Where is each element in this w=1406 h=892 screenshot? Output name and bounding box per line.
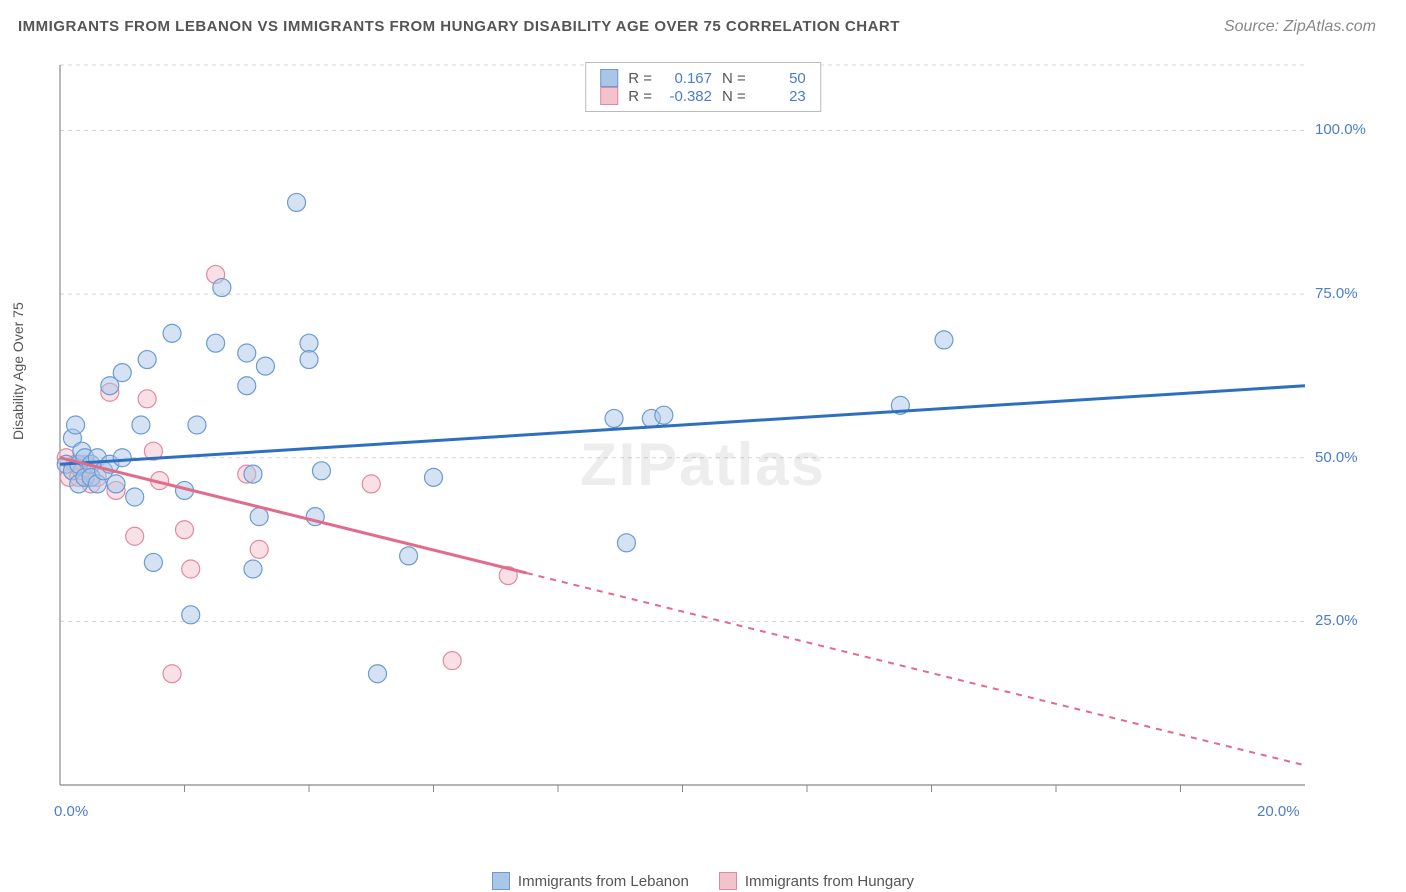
swatch-lebanon-icon	[600, 69, 618, 87]
x-tick-min: 0.0%	[54, 803, 88, 820]
y-tick-25: 25.0%	[1315, 612, 1358, 629]
scatter-chart	[50, 60, 1370, 830]
legend-item-hungary: Immigrants from Hungary	[719, 872, 914, 890]
series-legend: Immigrants from Lebanon Immigrants from …	[0, 872, 1406, 890]
x-tick-max: 20.0%	[1257, 803, 1300, 820]
y-axis-label: Disability Age Over 75	[10, 302, 26, 440]
y-tick-75: 75.0%	[1315, 285, 1358, 302]
r-label: R =	[628, 70, 652, 87]
y-tick-50: 50.0%	[1315, 449, 1358, 466]
swatch-lebanon-icon	[492, 872, 510, 890]
n-value-lebanon: 50	[756, 70, 806, 87]
y-tick-100: 100.0%	[1315, 121, 1366, 138]
chart-title: IMMIGRANTS FROM LEBANON VS IMMIGRANTS FR…	[18, 18, 900, 35]
r-label: R =	[628, 88, 652, 105]
plot-area	[50, 60, 1370, 830]
chart-container: IMMIGRANTS FROM LEBANON VS IMMIGRANTS FR…	[0, 0, 1406, 892]
swatch-hungary-icon	[719, 872, 737, 890]
legend-label-lebanon: Immigrants from Lebanon	[518, 873, 689, 890]
n-label: N =	[722, 88, 746, 105]
legend-row-hungary: R = -0.382 N = 23	[600, 87, 806, 105]
legend-label-hungary: Immigrants from Hungary	[745, 873, 914, 890]
correlation-legend: R = 0.167 N = 50 R = -0.382 N = 23	[585, 62, 821, 112]
r-value-lebanon: 0.167	[662, 70, 712, 87]
n-label: N =	[722, 70, 746, 87]
r-value-hungary: -0.382	[662, 88, 712, 105]
legend-row-lebanon: R = 0.167 N = 50	[600, 69, 806, 87]
legend-item-lebanon: Immigrants from Lebanon	[492, 872, 689, 890]
n-value-hungary: 23	[756, 88, 806, 105]
swatch-hungary-icon	[600, 87, 618, 105]
source-attribution: Source: ZipAtlas.com	[1224, 18, 1376, 36]
